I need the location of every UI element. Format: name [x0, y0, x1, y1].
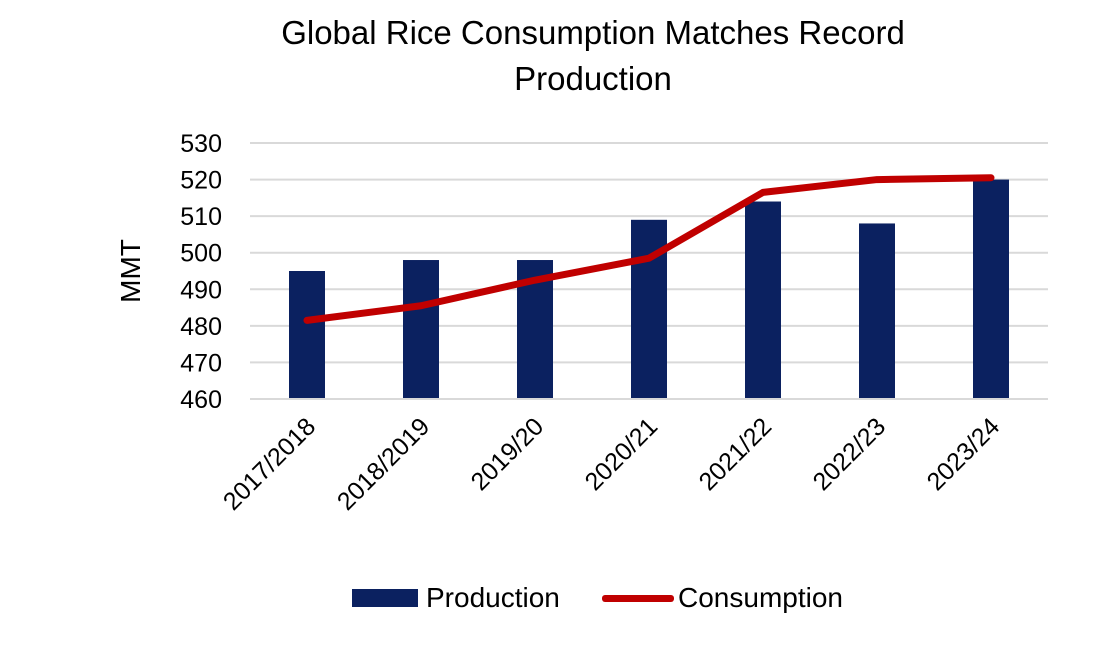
- legend-item-consumption: Consumption: [602, 578, 843, 618]
- chart-title: Global Rice Consumption Matches Record P…: [0, 10, 1111, 102]
- legend-item-production: Production: [352, 578, 560, 618]
- bar-production-5: [859, 223, 895, 399]
- y-tick-label-500: 500: [180, 240, 222, 268]
- y-tick-label-460: 460: [180, 386, 222, 414]
- legend-label-production: Production: [426, 582, 560, 613]
- x-tick-label-0: 2017/2018: [218, 412, 321, 515]
- legend-swatch-production: [352, 589, 418, 607]
- y-tick-label-490: 490: [180, 276, 222, 304]
- y-tick-label-520: 520: [180, 167, 222, 195]
- x-tick-label-2: 2019/20: [466, 412, 550, 496]
- y-tick-label-530: 530: [180, 130, 222, 158]
- bar-production-4: [745, 201, 781, 399]
- y-tick-label-510: 510: [180, 203, 222, 231]
- y-tick-label-470: 470: [180, 349, 222, 377]
- bar-production-0: [289, 271, 325, 399]
- x-tick-label-1: 2018/2019: [332, 412, 435, 515]
- x-tick-label-6: 2023/24: [922, 412, 1006, 496]
- chart-title-text: Global Rice Consumption Matches Record P…: [281, 14, 905, 97]
- bar-production-6: [973, 179, 1009, 399]
- chart-legend: Production Consumption: [0, 578, 1111, 618]
- x-tick-label-4: 2021/22: [694, 412, 778, 496]
- x-tick-label-3: 2020/21: [580, 412, 664, 496]
- bar-production-3: [631, 219, 667, 399]
- legend-swatch-consumption: [602, 594, 674, 602]
- legend-label-consumption: Consumption: [678, 582, 843, 613]
- y-axis-title: MMT: [115, 239, 146, 303]
- bar-production-1: [403, 260, 439, 399]
- x-tick-label-5: 2022/23: [808, 412, 892, 496]
- y-tick-label-480: 480: [180, 313, 222, 341]
